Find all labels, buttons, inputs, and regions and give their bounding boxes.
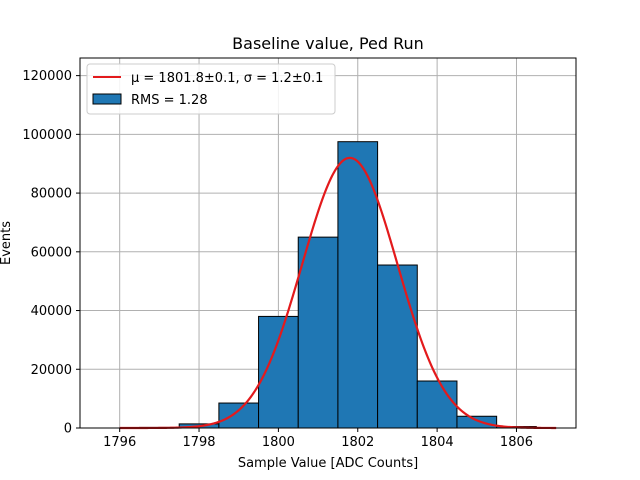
histogram-bar <box>297 236 339 429</box>
histogram-bar <box>456 415 498 429</box>
y-tick-label: 80000 <box>31 187 72 202</box>
chart-title: Baseline value, Ped Run <box>232 34 424 53</box>
x-axis-label: Sample Value [ADC Counts] <box>238 456 418 471</box>
histogram-bar <box>416 380 458 429</box>
y-axis-label: Events <box>0 221 14 265</box>
x-tick-label: 1802 <box>341 435 374 450</box>
x-tick-label: 1804 <box>421 435 454 450</box>
legend: μ = 1801.8±0.1, σ = 1.2±0.1 RMS = 1.28 <box>86 63 336 115</box>
y-tick-label: 20000 <box>31 363 72 378</box>
gaussian-fit-curve <box>119 156 557 430</box>
histogram-bar <box>218 402 260 429</box>
legend-frame <box>86 63 336 115</box>
y-tick-label: 40000 <box>31 304 72 319</box>
fit-curve-group <box>119 156 557 430</box>
plot-frame <box>79 57 577 429</box>
x-tick-label: 1798 <box>182 435 215 450</box>
y-tick-label: 60000 <box>31 245 72 260</box>
histogram-bar <box>377 264 418 429</box>
legend-fit-label: μ = 1801.8±0.1, σ = 1.2±0.1 <box>131 71 323 86</box>
y-axis-ticks: 0 20000 40000 60000 80000 100000 120000 <box>22 69 80 437</box>
y-tick-label: 100000 <box>22 128 72 143</box>
y-tick-label: 0 <box>64 422 72 437</box>
x-axis-ticks: 1796 1798 1800 1802 1804 1806 <box>103 428 533 450</box>
x-tick-label: 1806 <box>500 435 533 450</box>
x-tick-label: 1796 <box>103 435 136 450</box>
y-tick-label: 120000 <box>22 69 72 84</box>
legend-histogram-swatch <box>92 93 122 105</box>
legend-rms-label: RMS = 1.28 <box>131 93 208 108</box>
x-tick-label: 1800 <box>262 435 295 450</box>
histogram-bars <box>139 141 537 429</box>
